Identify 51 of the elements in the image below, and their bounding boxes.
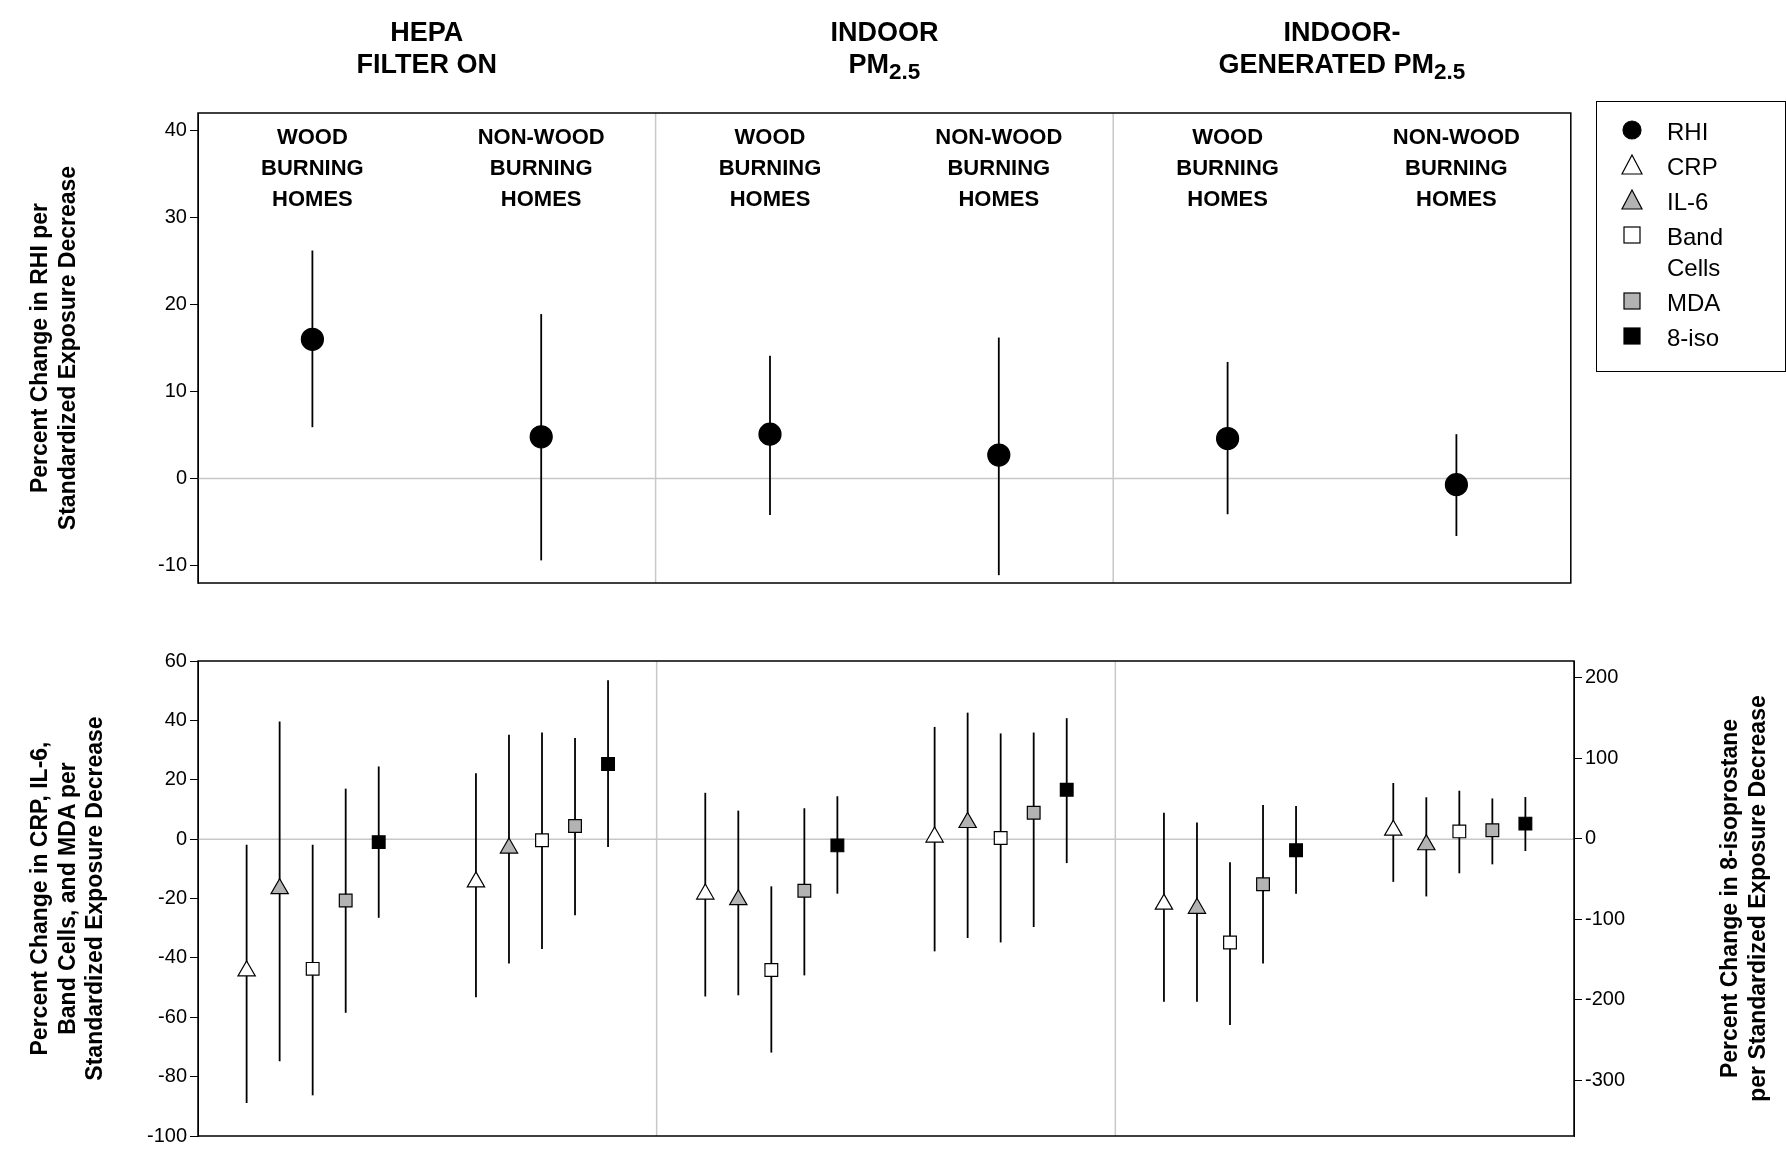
y2-tick-label: -200 [1585, 987, 1626, 1010]
y-tick-label: -80 [158, 1064, 187, 1087]
text: INDOOR- GENERATED PM$_{2.5}$ [1217, 16, 1467, 87]
text: INDOOR PM$_{2.5}$ [829, 16, 940, 87]
y-tick-label: -10 [158, 553, 187, 576]
y2-tick-label: 0 [1585, 826, 1597, 849]
legend-label: RHI [1667, 117, 1710, 147]
point [1444, 473, 1468, 497]
y-tick-label: 20 [164, 292, 187, 314]
y2-tick-label: 200 [1585, 665, 1619, 688]
y-tick-label: 30 [164, 204, 187, 227]
text: HEPA FILTER ON [355, 16, 499, 80]
y-tick-label: 10 [164, 379, 187, 402]
point [830, 838, 845, 853]
point [1289, 843, 1304, 858]
y2-tick-label: -100 [1585, 906, 1626, 929]
x-tick-label: NON-WOOD BURNING HOMES [477, 124, 605, 212]
y-tick-label: 40 [164, 707, 187, 730]
point [1059, 782, 1074, 797]
y-axis-title: Percent Change in RHI per Standardized Exposure Decrease [26, 165, 80, 531]
y-tick-label: 40 [164, 117, 187, 140]
y-tick-label: 20 [164, 767, 187, 790]
x-tick-label: WOOD BURNING HOMES [261, 124, 364, 212]
y2-tick-label: 100 [1585, 745, 1619, 768]
y2-axis-title: Percent Change in 8-isoprostane per Standardized Exposure Decrease [1715, 695, 1770, 1102]
point [987, 443, 1011, 467]
y-axis-title: Percent Change in CRP, IL-6, Band Cells, and MDA per Standardized Exposure Decrease [26, 716, 108, 1081]
legend-label: IL-6 [1667, 187, 1710, 217]
point [1518, 816, 1533, 831]
point [300, 327, 324, 351]
y-tick-label: 0 [175, 826, 187, 849]
x-tick-label: NON-WOOD BURNING HOMES [1392, 124, 1520, 212]
point [371, 835, 386, 850]
y-tick-label: -60 [158, 1004, 187, 1027]
y2-tick-label: -300 [1585, 1067, 1626, 1090]
point [529, 425, 553, 449]
point [1216, 426, 1240, 451]
legend-label: Band Cells [1667, 222, 1725, 283]
x-tick-label: WOOD BURNING HOMES [1176, 124, 1279, 212]
legend-label: 8-iso [1667, 323, 1721, 353]
x-tick-label: WOOD BURNING HOMES [718, 124, 822, 212]
y-tick-label: 60 [164, 648, 187, 671]
point [758, 422, 782, 446]
legend-label: CRP [1667, 152, 1719, 182]
y-tick-label: -100 [146, 1123, 187, 1146]
legend-label: MDA [1667, 288, 1722, 318]
y-tick-label: -40 [158, 945, 187, 968]
y-tick-label: 0 [175, 466, 187, 489]
y-tick-label: -20 [158, 886, 187, 909]
point [601, 757, 616, 772]
x-tick-label: NON-WOOD BURNING HOMES [935, 124, 1063, 212]
